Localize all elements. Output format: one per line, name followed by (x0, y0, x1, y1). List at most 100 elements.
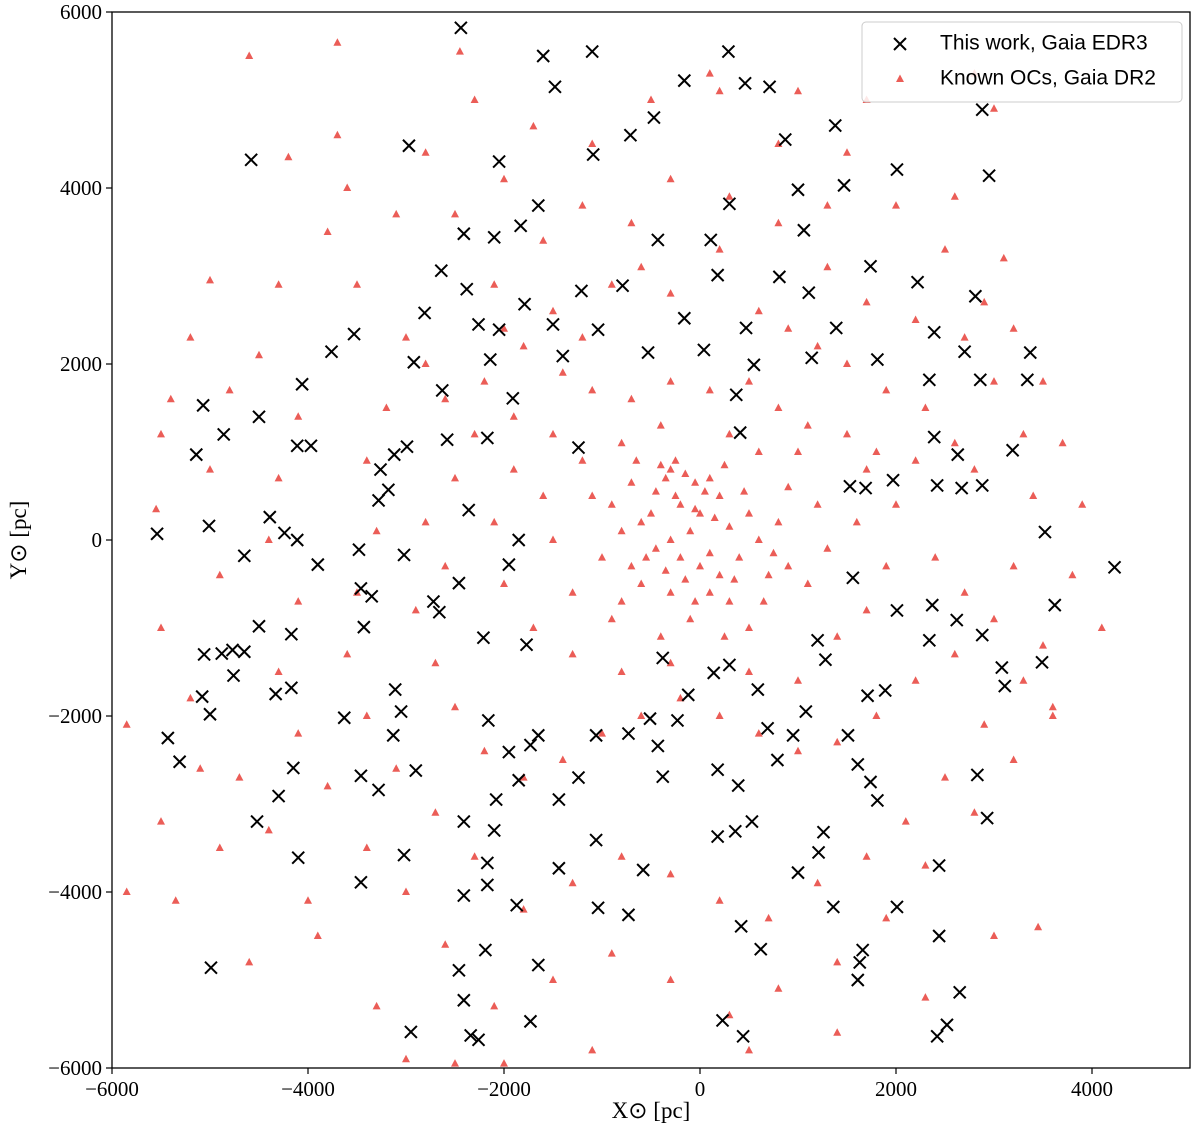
cross-marker (922, 373, 937, 387)
cross-marker (225, 643, 240, 657)
triangle-marker (372, 526, 381, 535)
triangle-marker (264, 825, 273, 834)
triangle-marker (637, 517, 646, 526)
triangle-marker (833, 1028, 842, 1036)
cross-marker (707, 666, 721, 680)
triangle-marker (480, 746, 489, 755)
triangle-marker (691, 478, 700, 486)
cross-marker (400, 440, 414, 454)
cross-marker (237, 549, 252, 563)
triangle-marker (774, 984, 783, 992)
cross-marker (397, 548, 411, 562)
triangle-marker (882, 561, 891, 570)
triangle-marker (490, 280, 499, 288)
cross-marker (161, 731, 175, 745)
triangle-marker (455, 47, 464, 55)
cross-marker (927, 430, 941, 444)
triangle-marker (323, 781, 332, 790)
cross-marker (215, 646, 229, 661)
triangle-marker (215, 843, 224, 851)
cross-marker (586, 147, 600, 162)
triangle-marker (1019, 429, 1028, 438)
cross-marker (797, 223, 811, 237)
x-tick-label: −4000 (281, 1077, 335, 1101)
triangle-marker (705, 588, 714, 596)
triangle-marker (896, 74, 904, 82)
triangle-marker (1039, 641, 1047, 649)
triangle-marker (1097, 623, 1106, 631)
cross-marker (739, 321, 753, 335)
cross-marker (710, 268, 725, 282)
cross-marker (656, 651, 670, 665)
triangle-marker (843, 359, 851, 367)
triangle-marker (970, 808, 979, 816)
cross-marker (452, 576, 466, 590)
triangle-marker (950, 438, 959, 447)
y-tick-label: 6000 (60, 0, 102, 24)
cross-marker (870, 352, 885, 367)
triangle-marker (171, 896, 180, 904)
triangle-marker (519, 341, 528, 350)
cross-marker (304, 439, 318, 453)
triangle-marker (264, 535, 273, 543)
triangle-marker (725, 522, 734, 530)
triangle-marker (803, 421, 812, 429)
triangle-marker (715, 86, 724, 95)
triangle-marker (666, 869, 675, 878)
cross-marker (397, 848, 411, 862)
cross-marker (195, 689, 209, 704)
cross-marker (426, 594, 441, 609)
y-tick-label: −2000 (48, 704, 102, 728)
cross-marker (354, 875, 368, 890)
legend-label: This work, Gaia EDR3 (940, 32, 1148, 55)
cross-marker (386, 728, 400, 743)
cross-marker (150, 527, 164, 541)
triangle-marker (421, 517, 430, 526)
triangle-marker (607, 614, 616, 623)
cross-marker (950, 613, 964, 627)
x-tick-label: 2000 (875, 1077, 917, 1101)
cross-marker (738, 76, 752, 90)
triangle-marker (931, 553, 940, 561)
triangle-marker (235, 773, 244, 781)
cross-marker (745, 814, 759, 829)
cross-marker (290, 439, 304, 453)
cross-marker (404, 1025, 418, 1039)
triangle-marker (529, 623, 538, 631)
triangle-marker (691, 597, 700, 605)
cross-marker (481, 713, 496, 728)
triangle-marker (980, 720, 989, 728)
triangle-marker (451, 209, 459, 218)
cross-marker (471, 1033, 486, 1047)
legend-label: Known OCs, Gaia DR2 (940, 67, 1156, 90)
triangle-marker (862, 297, 871, 306)
cross-marker (324, 344, 339, 359)
cross-marker (454, 21, 468, 35)
plot-frame (111, 11, 1191, 1069)
cross-marker (932, 858, 946, 873)
triangle-marker (813, 500, 822, 508)
triangle-marker (539, 236, 548, 244)
triangle-marker (607, 500, 616, 508)
triangle-marker (392, 764, 401, 772)
cross-marker (841, 728, 855, 743)
cross-marker (722, 658, 737, 672)
cross-marker (636, 863, 650, 877)
cross-marker (722, 197, 737, 211)
triangle-marker (681, 575, 690, 583)
cross-marker (890, 603, 904, 618)
cross-marker (1107, 560, 1122, 574)
triangle-marker (441, 394, 450, 403)
cross-marker (589, 728, 603, 743)
cross-marker (440, 432, 454, 447)
triangle-marker (715, 896, 724, 904)
cross-marker (295, 377, 309, 391)
triangle-marker (696, 561, 704, 570)
triangle-marker (157, 623, 165, 631)
triangle-marker (990, 931, 998, 939)
cross-marker (621, 908, 636, 922)
cross-marker (589, 833, 603, 847)
cross-marker (511, 773, 526, 787)
triangle-marker (705, 548, 714, 557)
triangle-marker (843, 429, 851, 438)
